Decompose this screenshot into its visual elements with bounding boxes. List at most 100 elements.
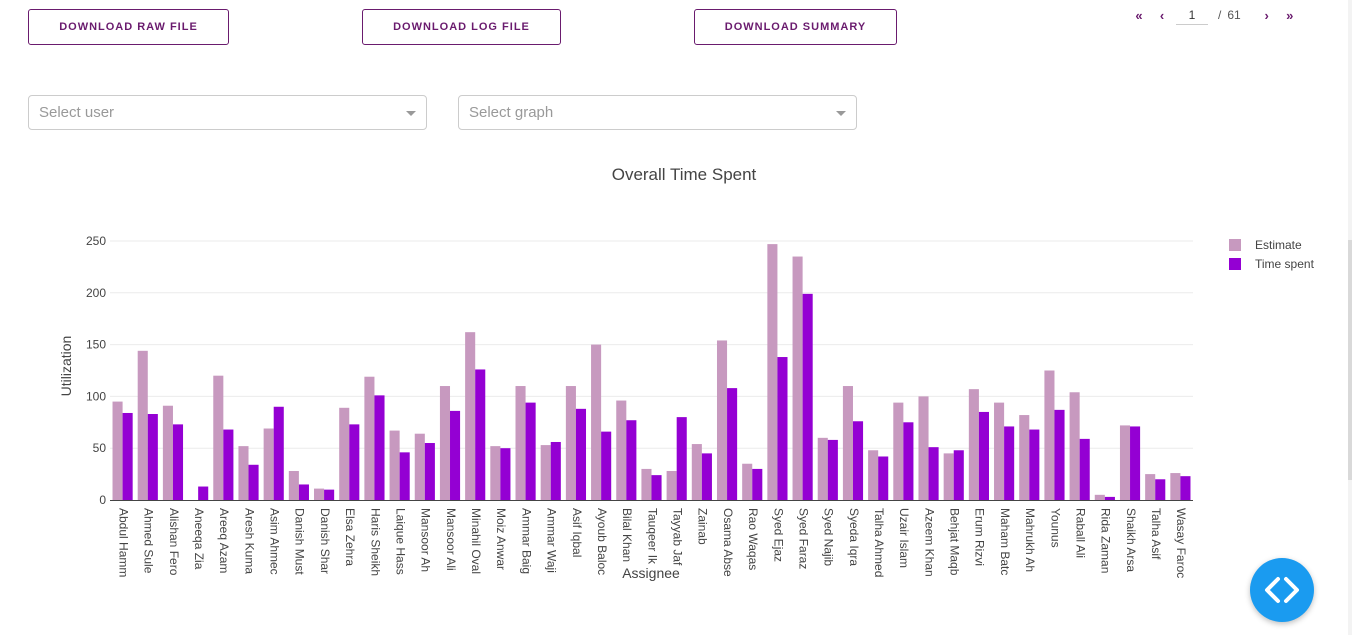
x-tick-label: Ayoub Baloc (595, 508, 609, 575)
bar-time-spent (1029, 429, 1040, 500)
x-tick-label: Mansoor Ali (444, 508, 458, 571)
chart-title: Overall Time Spent (612, 165, 757, 184)
bar-estimate (565, 386, 576, 500)
bar-time-spent (500, 448, 511, 500)
bar-time-spent (978, 411, 989, 500)
y-axis-label: Utilization (58, 336, 74, 397)
bar-time-spent (752, 468, 763, 500)
bar-time-spent (475, 369, 486, 500)
x-tick-label: Talha Asif (1149, 508, 1163, 560)
legend-label: Estimate (1255, 238, 1302, 252)
bar-estimate (238, 446, 249, 500)
bar-time-spent (928, 447, 939, 500)
x-tick-label: Behjat Maqb (948, 508, 962, 576)
bar-time-spent (777, 357, 788, 500)
x-tick-label: Talha Ahmed (872, 508, 886, 577)
bar-time-spent (374, 395, 385, 500)
download-log-file-button[interactable]: DOWNLOAD LOG FILE (362, 9, 561, 45)
bar-estimate (591, 344, 602, 500)
x-tick-label: Younus (1048, 508, 1062, 548)
y-tick-label: 100 (86, 389, 106, 403)
x-tick-label: Syed Ejaz (771, 508, 785, 562)
x-tick-label: Aneeqa Zia (192, 508, 206, 570)
bar-estimate (137, 350, 148, 500)
x-tick-label: Moiz Anwar (494, 508, 508, 570)
bar-time-spent (903, 422, 914, 500)
bar-estimate (263, 428, 274, 500)
bar-estimate (943, 453, 954, 500)
x-tick-label: Uzair Islam (897, 508, 911, 568)
x-tick-label: Tauqeer Ik (645, 508, 659, 565)
x-tick-label: Azeem Khan (922, 508, 936, 577)
bar-time-spent (122, 412, 133, 500)
bar-time-spent (525, 402, 536, 500)
bar-time-spent (1054, 409, 1065, 500)
bar-time-spent (827, 439, 838, 500)
x-tick-label: Mahrukh Ah (1023, 508, 1037, 572)
bar-time-spent (575, 408, 587, 500)
x-tick-label: Maham Batc (998, 508, 1012, 575)
bar-estimate (515, 386, 526, 500)
legend-label: Time spent (1255, 257, 1315, 271)
x-tick-label: Ammar Baig (519, 508, 533, 574)
select-user-placeholder: Select user (39, 104, 115, 121)
bar-estimate (792, 256, 803, 500)
bar-time-spent (601, 431, 612, 500)
bar-estimate (691, 444, 702, 500)
y-tick-label: 150 (86, 338, 106, 352)
select-graph-dropdown[interactable]: Select graph (458, 95, 857, 130)
x-tick-label: Laique Hass (393, 508, 407, 575)
page-number-input[interactable] (1176, 5, 1208, 25)
bar-estimate (490, 446, 501, 500)
bar-estimate (817, 437, 828, 500)
last-page-icon[interactable]: » (1286, 7, 1294, 23)
next-page-icon[interactable]: › (1264, 7, 1269, 23)
bar-time-spent (172, 424, 184, 500)
bar-estimate (314, 488, 325, 500)
x-tick-label: Raball Ali (1073, 508, 1087, 558)
bar-time-spent (349, 424, 360, 500)
x-tick-label: Mansoor Ah (419, 508, 433, 572)
page-separator: / (1218, 8, 1222, 22)
scrollbar-thumb[interactable] (1348, 240, 1352, 480)
bar-time-spent (1180, 476, 1191, 500)
x-tick-label: Asim Ahmec (268, 508, 282, 575)
bar-time-spent (450, 410, 461, 500)
x-tick-label: Ammar Waji (545, 508, 559, 573)
bar-time-spent (802, 293, 813, 500)
legend-swatch (1229, 258, 1241, 270)
x-tick-label: Danish Must (293, 508, 307, 575)
legend-swatch (1229, 239, 1241, 251)
bar-estimate (742, 463, 753, 500)
bar-estimate (666, 470, 677, 500)
bar-estimate (918, 396, 929, 500)
download-raw-file-button[interactable]: DOWNLOAD RAW FILE (28, 9, 229, 45)
x-tick-label: Rida Zaman (1099, 508, 1113, 573)
bar-estimate (767, 244, 778, 500)
bar-estimate (465, 332, 476, 500)
bar-estimate (968, 389, 979, 500)
bar-time-spent (424, 443, 435, 500)
bar-estimate (288, 470, 299, 500)
page-scrollbar[interactable] (1348, 0, 1352, 635)
bar-estimate (339, 407, 350, 500)
first-page-icon[interactable]: « (1135, 7, 1143, 23)
code-brackets-icon (1265, 577, 1299, 603)
x-tick-label: Osama Abse (721, 508, 735, 577)
bar-time-spent (878, 456, 889, 500)
bar-estimate (842, 386, 853, 500)
select-user-dropdown[interactable]: Select user (28, 95, 427, 130)
y-tick-label: 200 (86, 286, 106, 300)
x-tick-label: Bilal Khan (620, 508, 634, 562)
x-tick-label: Erum Rizvi (973, 508, 987, 566)
bar-estimate (1170, 473, 1181, 500)
x-tick-label: Aresh Kuma (242, 508, 256, 574)
chevron-down-icon (406, 111, 416, 116)
x-tick-label: Asif Iqbal (570, 508, 584, 557)
x-tick-label: Syed Najib (822, 508, 836, 566)
bar-time-spent (223, 429, 234, 500)
previous-page-icon[interactable]: ‹ (1159, 7, 1165, 23)
download-summary-button[interactable]: DOWNLOAD SUMMARY (694, 9, 897, 45)
code-toggle-button[interactable] (1250, 558, 1314, 622)
x-tick-label: Haris Sheikh (368, 508, 382, 576)
